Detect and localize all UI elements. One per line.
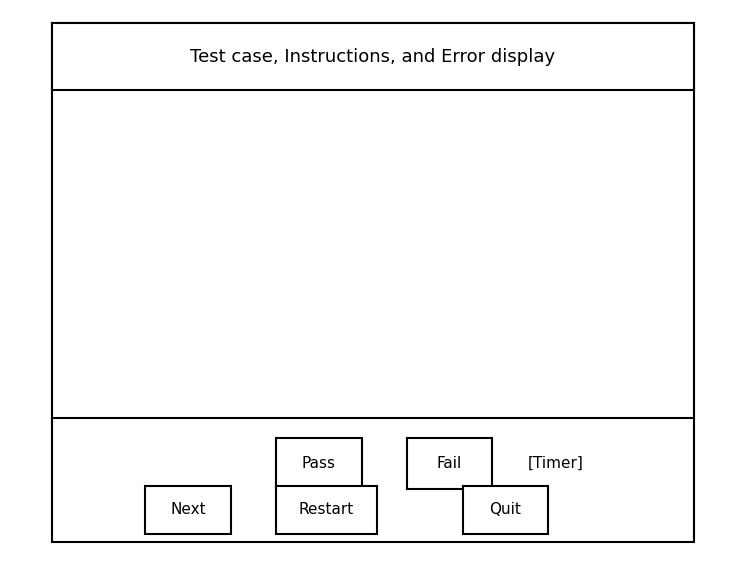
Text: Test case, Instructions, and Error display: Test case, Instructions, and Error displ… [190,47,556,66]
Bar [145,486,231,534]
Text: [Timer]: [Timer] [528,456,583,471]
Bar [52,23,694,542]
Text: Quit: Quit [489,502,521,518]
Bar [463,486,548,534]
Text: Restart: Restart [298,502,354,518]
Text: Fail: Fail [437,456,462,471]
Bar [52,23,694,90]
Bar [276,438,362,489]
Text: Pass: Pass [302,456,336,471]
Text: Next: Next [171,502,206,518]
Bar [276,486,377,534]
Bar [407,438,492,489]
